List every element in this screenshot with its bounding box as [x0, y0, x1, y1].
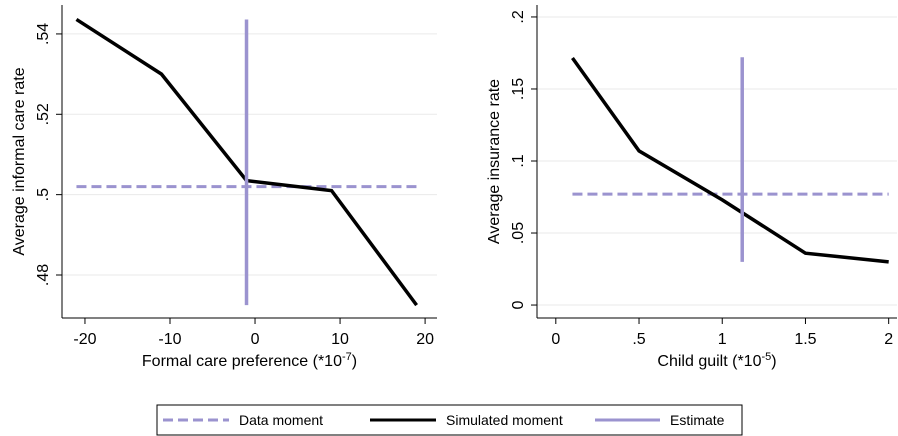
legend-label: Simulated moment: [446, 412, 563, 428]
x-axis-label-exponent: -7: [342, 351, 352, 363]
x-axis-label-text: Formal care preference (*10: [142, 353, 342, 370]
y-axis-label: Average insurance rate: [486, 79, 503, 244]
legend-label: Data moment: [239, 412, 323, 428]
x-axis-label-exponent: -5: [761, 351, 771, 363]
y-tick-label: .48: [35, 264, 52, 286]
x-tick-label: .5: [632, 331, 645, 348]
x-tick-label: 2: [884, 331, 893, 348]
y-tick-label: 0: [510, 300, 527, 309]
y-axis-label: Average informal care rate: [11, 67, 28, 255]
panel: 0 .05 .1 .15 .2 0 .5 1 1.5 2 Average insurance rat…: [486, 5, 897, 370]
legend-label: Estimate: [670, 412, 725, 428]
y-tick-label: .05: [510, 222, 527, 244]
y-tick-label: .15: [510, 78, 527, 100]
x-axis-label: Child guilt (*10-5): [657, 351, 776, 370]
x-tick-label: -10: [158, 331, 181, 348]
y-tick-label: .5: [35, 188, 52, 201]
y-tick-label: .1: [510, 154, 527, 167]
y-tick-label: .54: [35, 23, 52, 45]
x-tick-label: 10: [331, 331, 349, 348]
y-tick-label: .2: [510, 10, 527, 23]
x-axis-label-suffix: ): [771, 353, 776, 370]
x-tick-label: 1: [718, 331, 727, 348]
x-tick-label: 0: [551, 331, 560, 348]
x-axis-label-suffix: ): [352, 353, 357, 370]
x-tick-label: 1.5: [794, 331, 816, 348]
x-axis-label-text: Child guilt (*10: [657, 353, 761, 370]
y-tick-label: .52: [35, 103, 52, 125]
legend: Data moment Simulated moment Estimate: [156, 404, 743, 436]
series-line: [571, 56, 889, 264]
x-axis-label: Formal care preference (*10-7): [142, 351, 357, 370]
panel: .48 .5 .52 .54 -20 -10 0 10 20 Average informal c…: [11, 5, 437, 370]
x-tick-label: 0: [251, 331, 260, 348]
x-tick-label: -20: [73, 331, 96, 348]
x-tick-label: 20: [416, 331, 434, 348]
